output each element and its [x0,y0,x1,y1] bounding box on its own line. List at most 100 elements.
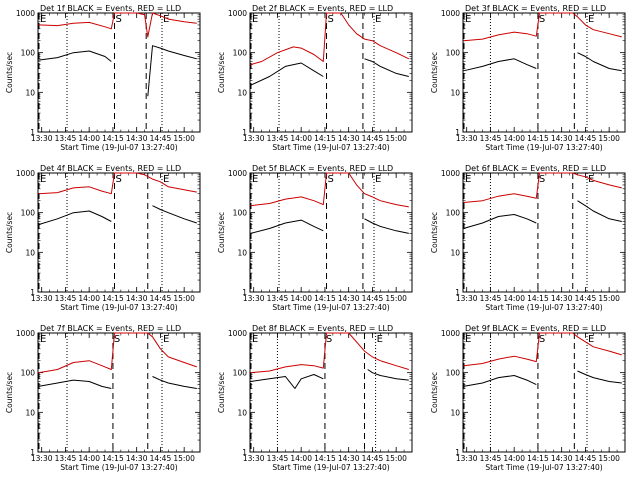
lld-series-line [38,332,197,374]
x-tick-label: 14:15 [527,134,549,143]
x-tick-label: 13:45 [55,134,77,143]
x-tick-label: 14:30 [126,294,148,303]
time-marker-label: S [328,174,334,185]
x-tick-label: 15:00 [598,294,620,303]
y-tick-label: 10 [25,88,35,97]
y-axis-label: Counts/sec [430,52,439,93]
y-tick-label: 10 [450,88,460,97]
x-tick-label: 14:00 [503,454,525,463]
plot-frame [462,172,626,293]
lld-series-line [38,12,197,38]
x-tick-label: 14:30 [551,454,573,463]
x-tick-label: 13:45 [480,294,502,303]
x-tick-label: 14:00 [78,134,100,143]
time-marker-label: E [40,14,46,25]
plot-frame [462,12,626,133]
x-tick-label: 14:30 [338,134,360,143]
x-tick-label: 14:15 [527,294,549,303]
y-axis-label: Counts/sec [430,372,439,413]
panel-title: Det 2f BLACK = Events, RED = LLD [252,4,393,13]
x-tick-label: 14:00 [290,294,312,303]
x-tick-label: 13:45 [267,294,289,303]
time-marker-label: E [163,334,169,345]
y-tick-label: 1000 [16,329,35,338]
plot-frame [37,12,201,133]
events-series-line [463,200,622,229]
x-tick-label: 14:45 [575,134,597,143]
events-series-line [463,52,622,72]
x-tick-label: 13:45 [267,454,289,463]
y-tick-label: 100 [233,369,248,378]
y-tick-label: 100 [233,209,248,218]
lld-series-line [463,12,622,42]
x-tick-label: 13:30 [31,134,53,143]
y-tick-label: 100 [446,369,461,378]
panel-title: Det 6f BLACK = Events, RED = LLD [465,164,606,173]
y-tick-label: 1000 [228,329,247,338]
y-tick-label: 1000 [441,169,460,178]
y-axis-label: Counts/sec [217,52,226,93]
y-axis-label: Counts/sec [5,372,14,413]
x-tick-label: 13:45 [480,454,502,463]
x-axis-label: Start Time (19-Jul-07 13:27:40) [272,463,389,472]
time-marker-label: S [114,334,120,345]
time-marker-label: E [588,14,594,25]
x-tick-label: 13:30 [31,454,53,463]
x-tick-label: 14:00 [503,294,525,303]
x-tick-label: 13:45 [480,134,502,143]
y-tick-label: 1 [30,448,35,457]
lld-series-line [250,172,409,208]
x-tick-label: 14:45 [575,454,597,463]
x-tick-label: 14:45 [150,294,172,303]
x-tick-label: 14:00 [290,134,312,143]
events-series-line [250,58,409,86]
y-axis-label: Counts/sec [5,52,14,93]
time-marker-label: E [375,174,381,185]
plot-frame [249,12,413,133]
x-axis-label: Start Time (19-Jul-07 13:27:40) [60,463,177,472]
panel: Det 8f BLACK = Events, RED = LLD 1 10 100 10… [217,324,413,472]
time-marker-label: E [465,334,471,345]
time-marker-label: S [539,174,545,185]
panel: Det 7f BLACK = Events, RED = LLD 1 10 100 10… [5,324,201,472]
x-tick-label: 14:15 [314,134,336,143]
x-tick-label: 14:00 [290,454,312,463]
time-marker-label: S [116,174,122,185]
x-axis-label: Start Time (19-Jul-07 13:27:40) [272,143,389,152]
y-axis-label: Counts/sec [430,212,439,253]
y-tick-label: 100 [446,49,461,58]
y-tick-label: 1000 [441,329,460,338]
events-series-line [250,369,409,389]
time-marker-label: S [539,334,545,345]
x-tick-label: 13:30 [456,454,478,463]
time-marker-label: E [377,334,383,345]
x-axis-label: Start Time (19-Jul-07 13:27:40) [272,303,389,312]
y-tick-label: 1 [30,128,35,137]
plot-frame [249,332,413,453]
panel-title: Det 1f BLACK = Events, RED = LLD [40,4,181,13]
x-tick-label: 13:45 [55,294,77,303]
x-tick-label: 15:00 [598,134,620,143]
x-tick-label: 14:15 [527,454,549,463]
x-tick-label: 13:30 [243,454,265,463]
x-axis-label: Start Time (19-Jul-07 13:27:40) [60,143,177,152]
x-tick-label: 14:15 [314,294,336,303]
plot-frame [249,172,413,293]
x-tick-label: 15:00 [598,454,620,463]
y-tick-label: 1 [30,288,35,297]
y-tick-label: 100 [21,49,36,58]
panel-title: Det 5f BLACK = Events, RED = LLD [252,164,393,173]
x-tick-label: 14:30 [338,294,360,303]
panel-title: Det 8f BLACK = Events, RED = LLD [252,324,393,333]
panel: Det 5f BLACK = Events, RED = LLD 1 10 100 10… [217,164,413,312]
time-marker-label: S [116,14,122,25]
panel-title: Det 7f BLACK = Events, RED = LLD [40,324,181,333]
x-tick-label: 15:00 [173,134,195,143]
x-tick-label: 14:45 [575,294,597,303]
y-tick-label: 100 [233,49,248,58]
lld-series-line [463,172,622,203]
x-tick-label: 14:15 [102,454,124,463]
x-tick-label: 14:30 [126,134,148,143]
x-tick-label: 14:45 [362,454,384,463]
